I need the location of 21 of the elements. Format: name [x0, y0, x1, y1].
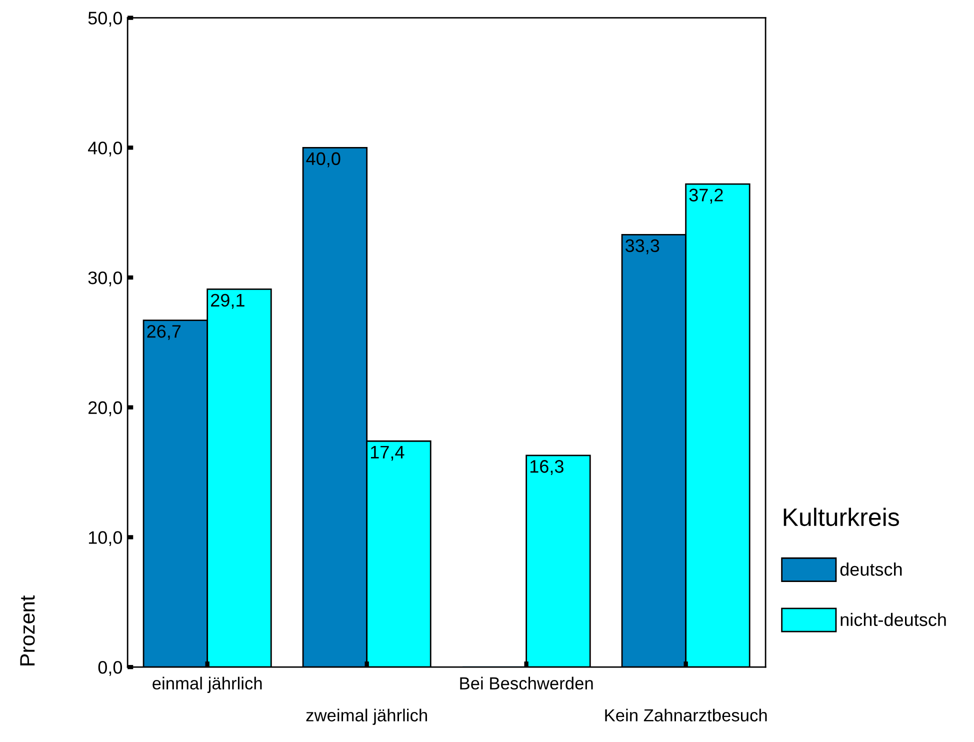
x-tick-label: zweimal jährlich — [306, 708, 427, 725]
data-label: 16,3 — [530, 460, 564, 475]
y-tick-label: 10,0 — [88, 531, 122, 546]
data-label: 17,4 — [370, 446, 404, 461]
data-label: 40,0 — [306, 152, 340, 168]
legend-label: deutsch — [840, 562, 902, 576]
y-tick-label: 0,0 — [98, 660, 122, 676]
legend-label: nicht-deutsch — [840, 612, 946, 626]
y-axis-title: Prozent — [20, 595, 35, 666]
y-tick-label: 30,0 — [88, 271, 122, 286]
data-label: 37,2 — [689, 188, 723, 204]
x-tick-label: Bei Beschwerden — [460, 676, 593, 690]
x-tick-label: einmal jährlich — [152, 676, 262, 693]
y-tick-label: 40,0 — [88, 142, 122, 157]
x-tick-label: Kein Zahnarztbesuch — [605, 708, 767, 722]
y-tick-label: 20,0 — [88, 401, 122, 416]
data-label: 29,1 — [211, 294, 244, 309]
data-label: 26,7 — [147, 325, 181, 340]
legend-title: Kulturkreis — [784, 508, 899, 526]
y-tick-label: 50,0 — [88, 12, 122, 27]
data-label: 33,3 — [625, 239, 660, 254]
